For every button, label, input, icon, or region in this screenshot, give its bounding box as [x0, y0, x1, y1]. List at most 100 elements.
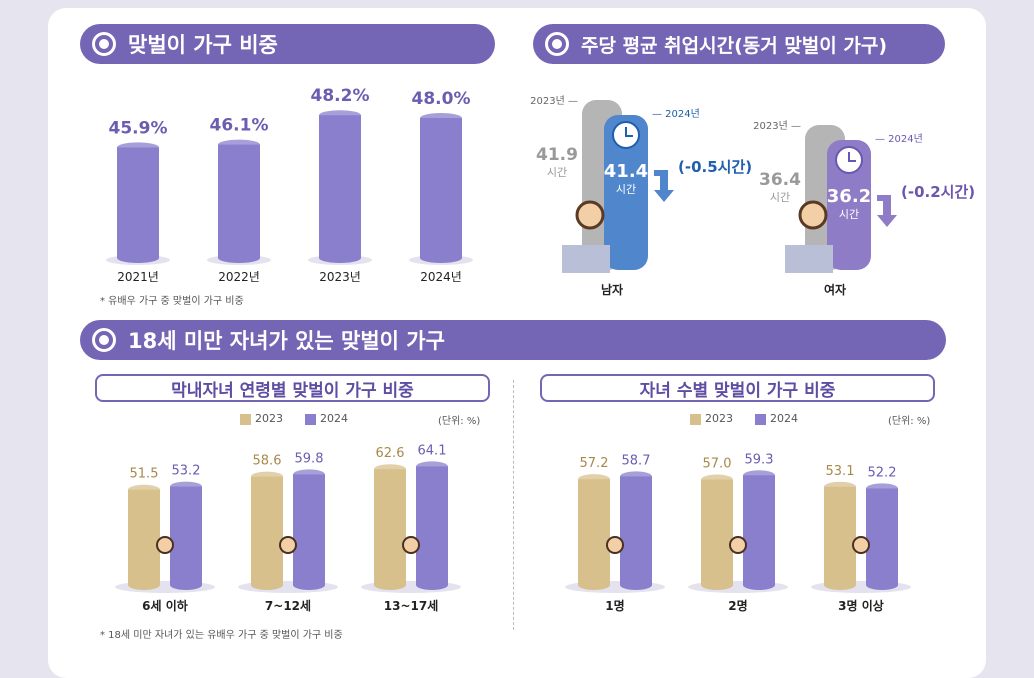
series-label-2023: 2023년 —: [753, 120, 801, 132]
legend-2023: 2023: [240, 412, 283, 425]
bar-2023-6세 이하-base: [128, 580, 160, 590]
child-icon: [852, 536, 870, 554]
bar-value-label: 59.8: [295, 451, 324, 466]
series-label-2024: — 2024년: [652, 108, 700, 120]
bar-value-label: 53.2: [172, 464, 201, 479]
unit-label: (단위: %): [888, 416, 931, 427]
bar-2023-6세 이하-cap: [128, 484, 160, 495]
bar-2023년-cap: [319, 110, 361, 121]
unit-2023: 시간: [547, 166, 567, 179]
bar-2023-2명-base: [701, 580, 733, 590]
bar-2022년: [218, 144, 260, 258]
bar-2024년: [420, 118, 462, 258]
legend-age: 2023 2024: [240, 412, 348, 425]
value-2023: 36.4: [759, 170, 801, 190]
child-icon: [156, 536, 174, 554]
value-2024: 41.4: [604, 161, 648, 182]
bar-2023-3명 이상-cap: [824, 481, 856, 492]
bar-2024년-base: [420, 253, 462, 263]
x-tick-label: 2022년: [218, 270, 260, 284]
bar-2023-3명 이상: [824, 486, 856, 585]
bullet-icon: [92, 328, 116, 352]
child-icon: [606, 536, 624, 554]
bar-2021년-base: [117, 253, 159, 263]
bar-2023-13~17세-cap: [374, 464, 406, 475]
x-tick-label: 2021년: [117, 270, 159, 284]
person-icon: [575, 200, 605, 230]
bar-2024-6세 이하-cap: [170, 481, 202, 492]
charts-svg: 45.9% 2021년 46.1% 2022년 48.2% 2023년 48.0% 2024년…: [106, 86, 975, 613]
x-tick-label: 2024년: [420, 270, 462, 284]
unit-label: (단위: %): [438, 416, 481, 427]
x-tick-label: 2023년: [319, 270, 361, 284]
value-2024: 36.2: [827, 186, 871, 207]
x-tick-label: 남자: [601, 282, 623, 297]
bullet-icon: [545, 32, 569, 56]
x-tick-label: 2명: [728, 599, 747, 613]
bar-value-label: 64.1: [418, 443, 447, 458]
bar-2023-7~12세-base: [251, 580, 283, 590]
bar-value-label: 59.3: [745, 452, 774, 467]
bar-2023-2명-cap: [701, 474, 733, 485]
divider: [513, 380, 514, 630]
subchart-title-count: 자녀 수별 맞벌이 가구 비중: [540, 374, 935, 402]
section-header-children: 18세 미만 자녀가 있는 맞벌이 가구: [80, 320, 946, 360]
child-icon: [402, 536, 420, 554]
section-header-hours: 주당 평균 취업시간(동거 맞벌이 가구): [533, 24, 945, 64]
bar-2023년-base: [319, 253, 361, 263]
bar-2021년-cap: [117, 142, 159, 153]
bar-2023-7~12세-cap: [251, 471, 283, 482]
bar-2024-2명-base: [743, 580, 775, 590]
bar-2024-1명-cap: [620, 471, 652, 482]
bar-2023-1명-cap: [578, 474, 610, 485]
section-title: 18세 미만 자녀가 있는 맞벌이 가구: [128, 329, 445, 353]
bar-value-label: 62.6: [376, 446, 405, 461]
bar-2024년-cap: [420, 113, 462, 123]
bar-2023-1명: [578, 479, 610, 585]
bar-2024: [827, 140, 871, 270]
bar-value-label: 58.7: [622, 453, 651, 468]
section-header-share: 맞벌이 가구 비중: [80, 24, 495, 64]
legend-2024: 2024: [305, 412, 348, 425]
bar-2022년-base: [218, 253, 260, 263]
bar-2024-13~17세: [416, 466, 448, 585]
bar-value-label: 52.2: [868, 465, 897, 480]
x-tick-label: 3명 이상: [838, 598, 884, 613]
bar-2021년: [117, 147, 159, 258]
bar-value-label: 51.5: [130, 467, 159, 482]
unit-2024: 시간: [616, 183, 636, 196]
bar-2024-3명 이상-base: [866, 580, 898, 590]
bar-2023-2명: [701, 479, 733, 585]
child-icon: [729, 536, 747, 554]
bar-value-label: 53.1: [826, 464, 855, 479]
children-note: * 18세 미만 자녀가 있는 유배우 가구 중 맞벌이 가구 비중: [100, 630, 343, 641]
bar-2024-7~12세: [293, 474, 325, 585]
unit-2023: 시간: [770, 191, 790, 204]
bar-2023-7~12세: [251, 476, 283, 585]
down-arrow-icon: [877, 195, 897, 227]
bar-value-label: 48.2%: [311, 86, 370, 106]
desk: [562, 245, 610, 273]
person-icon: [798, 200, 828, 230]
x-tick-label: 6세 이하: [142, 598, 188, 613]
bar-2024-7~12세-base: [293, 580, 325, 590]
bar-2023-13~17세: [374, 469, 406, 585]
child-icon: [279, 536, 297, 554]
bar-2024-13~17세-cap: [416, 461, 448, 472]
bar-value-label: 45.9%: [109, 118, 168, 138]
clock-hands: [848, 152, 856, 162]
section-title: 주당 평균 취업시간(동거 맞벌이 가구): [581, 34, 888, 57]
change-label: (-0.2시간): [901, 183, 975, 201]
bar-2024-6세 이하-base: [170, 580, 202, 590]
bar-2024-1명: [620, 476, 652, 585]
legend-2024: 2024: [755, 412, 798, 425]
share-note: * 유배우 가구 중 맞벌이 가구 비중: [100, 296, 244, 307]
x-tick-label: 7~12세: [265, 598, 311, 613]
x-tick-label: 여자: [824, 282, 846, 297]
bar-value-label: 58.6: [253, 454, 282, 469]
series-label-2023: 2023년 —: [530, 95, 578, 107]
bar-2023-1명-base: [578, 580, 610, 590]
bar-2022년-cap: [218, 139, 260, 150]
x-tick-label: 1명: [605, 599, 624, 613]
series-label-2024: — 2024년: [875, 133, 923, 145]
